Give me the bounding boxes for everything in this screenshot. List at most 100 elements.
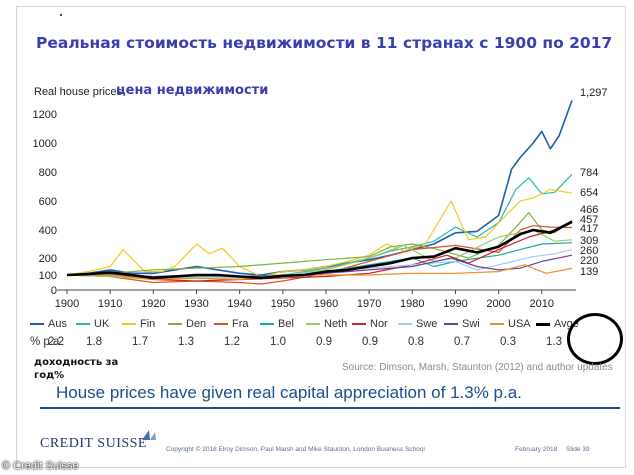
legend-swatch xyxy=(490,323,504,326)
y-tick-label: 1000 xyxy=(33,138,57,150)
pa-value-swi: 0.7 xyxy=(454,336,470,348)
slide-frame xyxy=(16,6,626,468)
y-axis-label-ru: цена недвижимости xyxy=(116,83,269,98)
end-label-aus: 1,297 xyxy=(580,87,608,99)
y-tick-label: 800 xyxy=(39,167,57,179)
legend-label: Den xyxy=(186,318,207,330)
source-note: Source: Dimson, Marsh, Staunton (2012) a… xyxy=(342,362,613,373)
legend-item-neth: Neth xyxy=(306,318,347,330)
series-line-fin xyxy=(66,188,573,278)
legend-item-usa: USA xyxy=(490,318,531,330)
end-label-den: 466 xyxy=(580,204,598,216)
legend-item-nor: Nor xyxy=(352,318,388,330)
legend-swatch xyxy=(168,323,182,326)
pa-value-avge: 1.3 xyxy=(546,336,562,348)
end-label-fra: 417 xyxy=(580,223,598,235)
series-line-nor xyxy=(66,222,573,282)
x-tick-label: 1930 xyxy=(184,298,208,310)
legend-item-fin: Fin xyxy=(122,318,155,330)
watermark: © Credit Suisse xyxy=(2,460,79,472)
legend-item-bel: Bel xyxy=(260,318,294,330)
legend-swatch xyxy=(398,323,412,326)
legend-swatch xyxy=(214,323,228,326)
y-axis-label: Real house prices xyxy=(34,86,123,98)
legend-item-swi: Swi xyxy=(444,318,480,330)
y-tick-label: 1200 xyxy=(33,109,57,121)
x-tick-label: 1910 xyxy=(98,298,122,310)
legend-label: Fra xyxy=(232,318,249,330)
line-chart: 0 100 200 400 600 800 1000 1200 1900 1910 1920 1930… xyxy=(33,87,608,310)
end-label-fin: 654 xyxy=(580,187,598,199)
headline: House prices have given real capital app… xyxy=(56,383,522,402)
pa-value-fin: 1.7 xyxy=(132,336,148,348)
end-label-avge: 457 xyxy=(580,214,598,226)
divider xyxy=(40,407,620,409)
series-line-aus xyxy=(66,100,573,276)
legend: Aus UK Fin Den Fra Bel Neth Nor Swe Swi USA Avge xyxy=(30,318,590,334)
average-highlight-circle xyxy=(567,313,623,365)
pa-value-nor: 0.9 xyxy=(362,336,378,348)
y-tick-label: 200 xyxy=(39,253,57,265)
pa-value-bel: 1.0 xyxy=(270,336,286,348)
credit-suisse-logo: CREDIT SUISSE xyxy=(40,436,147,451)
end-label-swi: 220 xyxy=(580,255,598,267)
top-mark xyxy=(60,14,62,16)
pa-value-neth: 0.9 xyxy=(316,336,332,348)
pa-value-fra: 1.2 xyxy=(224,336,240,348)
series-line-usa xyxy=(67,264,573,281)
legend-swatch xyxy=(352,323,366,326)
x-tick-label: 1960 xyxy=(314,298,338,310)
x-tick-label: 2010 xyxy=(530,298,554,310)
annual-return-row: % p.a. 2.2 1.8 1.7 1.3 1.2 1.0 0.9 0.9 0.8 0.7 0.3… xyxy=(30,336,590,352)
sails-logo-icon xyxy=(142,430,156,440)
end-label-bel: 309 xyxy=(580,235,598,247)
legend-swatch xyxy=(122,323,136,326)
series-line-den xyxy=(66,212,573,276)
end-label-uk: 784 xyxy=(580,167,598,179)
legend-item-uk: UK xyxy=(76,318,109,330)
x-tick-label: 1990 xyxy=(443,298,467,310)
end-label-usa: 139 xyxy=(580,266,598,278)
legend-label: Neth xyxy=(324,318,348,330)
copyright: Copyright © 2018 Elroy Dimson, Paul Mars… xyxy=(166,446,425,453)
end-label-swe: 260 xyxy=(580,245,598,257)
yield-label: доходность за год% xyxy=(34,357,119,381)
y-tick-label: 400 xyxy=(39,225,57,237)
legend-label: Swi xyxy=(462,318,480,330)
legend-label: Bel xyxy=(278,318,294,330)
legend-swatch xyxy=(306,323,320,326)
y-tick-label: 100 xyxy=(39,270,57,282)
y-tick-label: 0 xyxy=(51,285,57,297)
pa-value-den: 1.3 xyxy=(178,336,194,348)
series-line-fra xyxy=(66,225,573,285)
legend-label: UK xyxy=(94,318,110,330)
legend-item-swe: Swe xyxy=(398,318,437,330)
x-tick-label: 1940 xyxy=(227,298,251,310)
x-tick-label: 1980 xyxy=(400,298,424,310)
pa-value-swe: 0.8 xyxy=(408,336,424,348)
x-tick-label: 1970 xyxy=(357,298,381,310)
slide-number: Slide 39 xyxy=(566,446,590,453)
pa-value-usa: 0.3 xyxy=(500,336,516,348)
x-tick-label: 1920 xyxy=(141,298,165,310)
legend-label: Nor xyxy=(370,318,388,330)
series-line-avge xyxy=(66,220,573,280)
pa-value-uk: 1.8 xyxy=(86,336,102,348)
legend-swatch xyxy=(536,322,550,326)
legend-item-fra: Fra xyxy=(214,318,249,330)
legend-item-aus: Aus xyxy=(30,318,67,330)
legend-label: Aus xyxy=(48,318,67,330)
pa-value-aus: 2.2 xyxy=(48,336,64,348)
legend-label: Swe xyxy=(416,318,438,330)
y-tick-label: 600 xyxy=(39,196,57,208)
slide-date: February 2018 xyxy=(515,446,558,453)
legend-label: USA xyxy=(508,318,531,330)
legend-label: Fin xyxy=(140,318,156,330)
x-tick-label: 1900 xyxy=(55,298,79,310)
legend-swatch xyxy=(30,323,44,326)
legend-swatch xyxy=(260,323,274,326)
chart-title-ru: Реальная стоимость недвижимости в 11 стр… xyxy=(36,34,613,52)
x-tick-label: 2000 xyxy=(486,298,510,310)
pa-label: % p.a. xyxy=(30,336,63,348)
legend-swatch xyxy=(76,323,90,326)
